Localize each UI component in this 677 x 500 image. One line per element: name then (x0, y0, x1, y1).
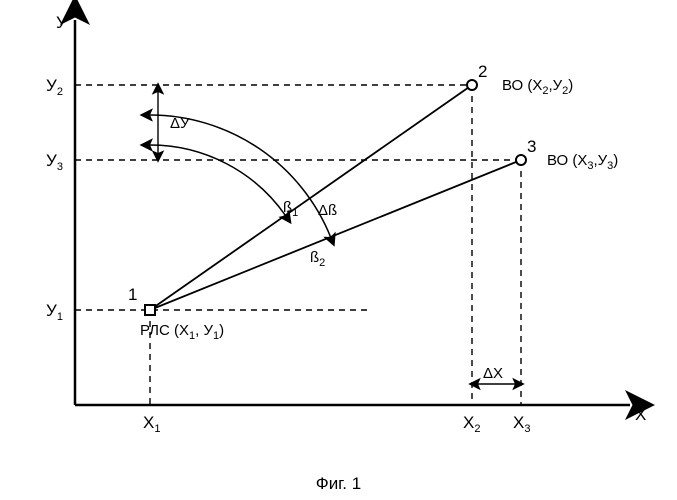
y2-tick: У2 (46, 76, 63, 98)
figure-caption: Фиг. 1 (0, 474, 677, 494)
point-2: 2 ВО (X2,У2) (467, 62, 573, 97)
delta-x-label: ΔX (483, 365, 503, 382)
svg-text:2: 2 (478, 62, 487, 81)
y-axis-label: У (56, 13, 67, 32)
guides-v (150, 85, 521, 405)
point-2-label: ВО (X2,У2) (502, 77, 573, 97)
x-axis-label: X (635, 405, 646, 424)
svg-text:1: 1 (128, 285, 137, 304)
x3-tick: X3 (513, 413, 530, 435)
delta-x: ΔX (478, 365, 515, 384)
rays (150, 85, 521, 310)
svg-text:3: 3 (527, 137, 536, 156)
delta-y: ΔУ (158, 92, 190, 153)
delta-beta-label: Δß (318, 202, 337, 219)
beta2-label: ß2 (310, 249, 325, 269)
x2-tick: X2 (463, 413, 480, 435)
point-3: 3 ВО (X3,У3) (516, 137, 618, 172)
angle-arcs (150, 115, 331, 237)
delta-y-label: ΔУ (170, 115, 190, 132)
y1-tick: У1 (46, 301, 63, 323)
point-1: 1 РЛС (X1, У1) (128, 285, 224, 342)
point-3-label: ВО (X3,У3) (547, 152, 618, 172)
x1-tick: X1 (143, 413, 160, 435)
guides-h (75, 85, 521, 310)
axes: У X (56, 13, 646, 424)
tick-labels: X1 X2 X3 У1 У3 У2 (46, 76, 530, 435)
y3-tick: У3 (46, 151, 63, 173)
point-1-label: РЛС (X1, У1) (140, 322, 224, 342)
